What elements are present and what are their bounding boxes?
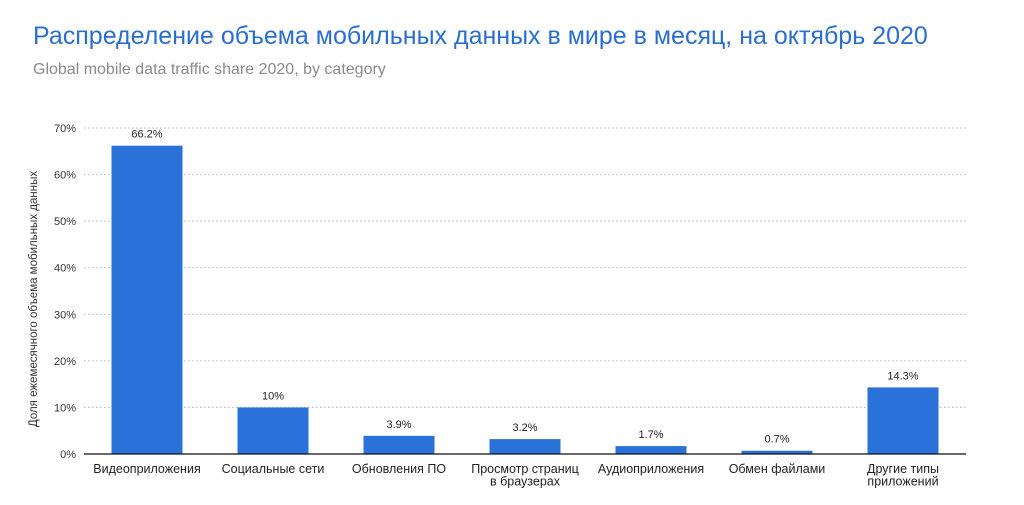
data-label: 10% [262, 390, 284, 402]
category-label: Аудиоприложения [598, 462, 704, 476]
category-label: Социальные сети [222, 462, 325, 476]
y-tick-label: 10% [54, 402, 76, 414]
y-axis-ticks: 0% 10% 20% 30% 40% 50% 60% 70% [54, 123, 76, 461]
y-tick-label: 60% [54, 170, 76, 182]
data-label: 66.2% [131, 129, 162, 141]
bar[interactable] [489, 439, 561, 454]
bar[interactable] [237, 407, 309, 454]
category-labels: Видеоприложения Социальные сети Обновления… [93, 462, 939, 489]
bar[interactable] [867, 387, 939, 454]
data-label: 1.7% [638, 429, 663, 441]
y-axis-label: Доля ежемесячного объема мобильных данны… [28, 171, 40, 427]
y-tick-label: 30% [54, 309, 76, 321]
y-tick-label: 50% [54, 216, 76, 228]
data-label: 14.3% [887, 370, 918, 382]
data-label: 0.7% [764, 434, 789, 446]
bar[interactable] [363, 435, 435, 454]
bar[interactable] [111, 145, 183, 454]
y-tick-label: 70% [54, 123, 76, 135]
category-label: Другие типы приложений [867, 462, 939, 489]
bars [111, 145, 939, 454]
grid-lines [84, 127, 966, 408]
category-label: Обмен файлами [729, 462, 826, 476]
y-tick-label: 40% [54, 263, 76, 275]
bar[interactable] [741, 450, 813, 454]
y-tick-label: 20% [54, 356, 76, 368]
chart-subtitle: Global mobile data traffic share 2020, b… [33, 61, 386, 78]
category-label: Обновления ПО [352, 462, 446, 476]
bar[interactable] [615, 446, 687, 454]
category-label: Просмотр страниц в браузерах [471, 462, 578, 489]
data-label: 3.2% [512, 422, 537, 434]
data-labels: 66.2% 10% 3.9% 3.2% 1.7% 0.7% 14.3% [131, 129, 918, 446]
data-label: 3.9% [386, 419, 411, 431]
chart-title: Распределение объема мобильных данных в … [33, 22, 928, 50]
y-tick-label: 0% [60, 449, 76, 461]
category-label: Видеоприложения [93, 462, 200, 476]
